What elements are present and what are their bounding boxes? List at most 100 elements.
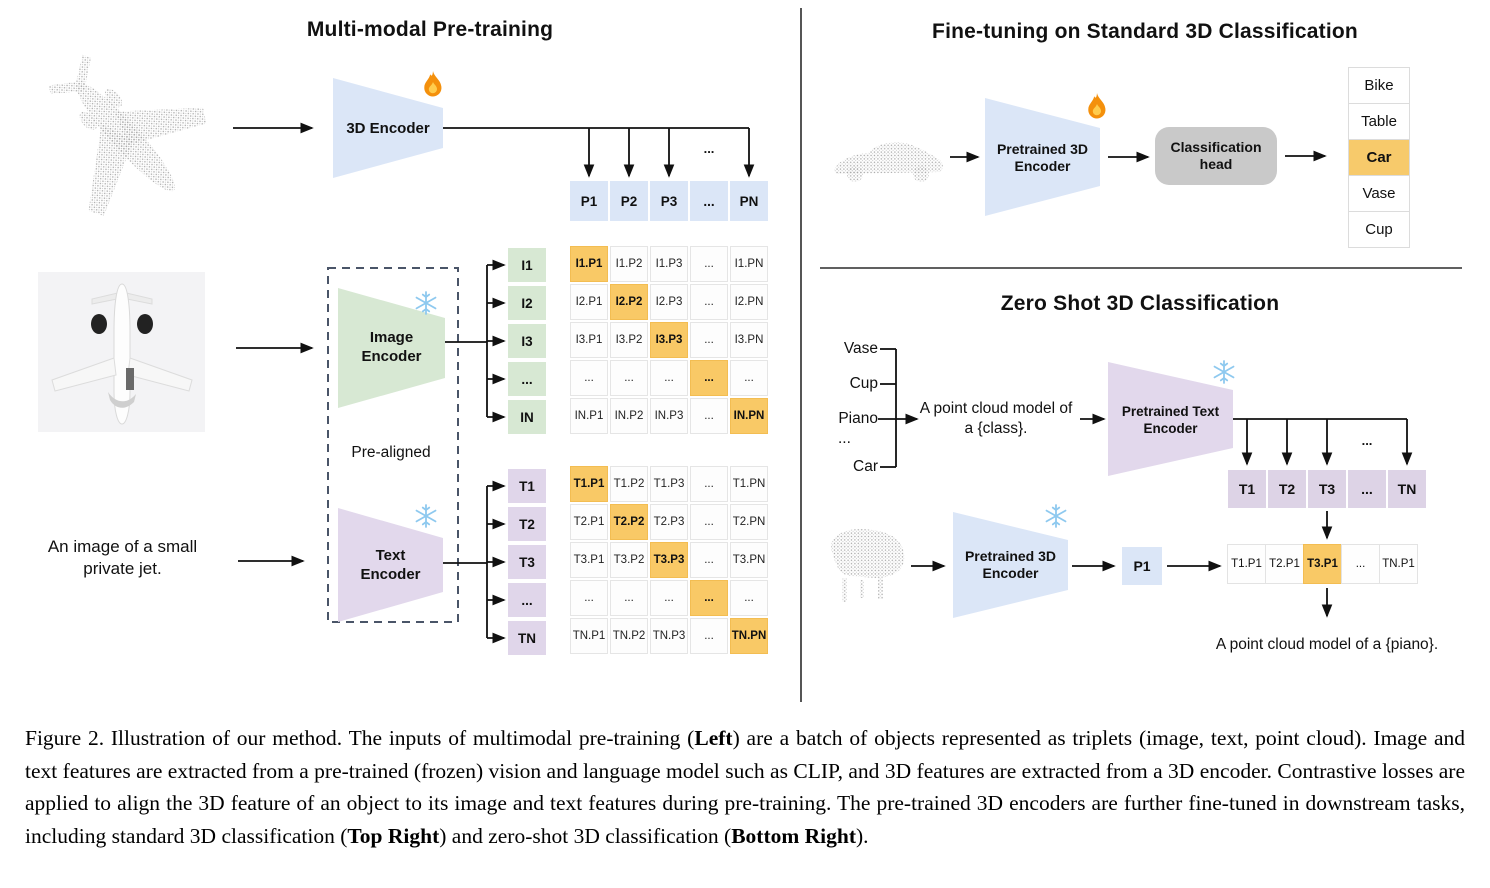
snowflake-icon (1045, 504, 1067, 528)
i-cell: ... (508, 362, 546, 396)
text-point-similarity-matrix: T1.P1 T1.P2 T1.P3... T1.PN T2.P1 T2.P2 T2.P3..… (570, 466, 768, 654)
class-cell: Table (1348, 103, 1410, 140)
class-cell: Vase (1348, 175, 1410, 212)
p-cell: P2 (610, 181, 648, 221)
class-cell: Bike (1348, 67, 1410, 104)
matrix-cell: I3.P2 (610, 322, 648, 358)
matrix-cell: ... (690, 618, 728, 654)
matrix-cell: IN.P2 (610, 398, 648, 434)
matrix-cell: ... (570, 360, 608, 396)
zs-t-cell: T3 (1308, 470, 1346, 508)
matrix-cell: TN.PN (730, 618, 768, 654)
zs-t-cell: ... (1348, 470, 1386, 508)
matrix-cell: I1.P1 (570, 246, 608, 282)
matrix-cell: T2.P1 (570, 504, 608, 540)
zs-input-ellipsis: ... (838, 430, 851, 447)
matrix-cell: I2.P3 (650, 284, 688, 320)
matrix-cell: ... (690, 322, 728, 358)
zs-tp-cell: T2.P1 (1265, 544, 1304, 584)
t-cell: ... (508, 583, 546, 617)
matrix-cell: T1.P1 (570, 466, 608, 502)
matrix-cell: TN.P3 (650, 618, 688, 654)
figure-2-diagram: Multi-modal Pre-training 3D Encoder Imag… (38, 8, 1462, 702)
matrix-cell: I3.P1 (570, 322, 608, 358)
jet-image (38, 272, 205, 432)
image-encoder-label: Image Encoder (361, 329, 422, 365)
airplane-point-cloud (48, 54, 207, 216)
zs-tp-cell: T1.P1 (1227, 544, 1266, 584)
3d-encoder-label: 3D Encoder (346, 120, 430, 137)
matrix-cell: T3.P1 (570, 542, 608, 578)
matrix-cell: T1.PN (730, 466, 768, 502)
matrix-cell: ... (690, 542, 728, 578)
t-cell: TN (508, 621, 546, 655)
matrix-cell: T3.P2 (610, 542, 648, 578)
snowflake-icon (1213, 360, 1235, 384)
text-encoder-label: Text Encoder (360, 547, 421, 583)
p-feature-row: P1 P2 P3... PN (570, 181, 768, 221)
image-point-similarity-matrix: I1.P1 I1.P2 I1.P3... I1.PN I2.P1 I2.P2 I2.P3..… (570, 246, 768, 434)
i-cell: IN (508, 400, 546, 434)
p-cell: P3 (650, 181, 688, 221)
matrix-cell: ... (610, 580, 648, 616)
zs-input-vase: Vase (843, 340, 878, 357)
matrix-cell: T2.P2 (610, 504, 648, 540)
zs-similarity-row: T1.P1 T2.P1 T3.P1... TN.P1 (1227, 544, 1418, 584)
t-cell: T1 (508, 469, 546, 503)
t-cell: T2 (508, 507, 546, 541)
t-cell: T3 (508, 545, 546, 579)
matrix-cell: ... (690, 398, 728, 434)
matrix-cell: ... (690, 580, 728, 616)
matrix-cell: ... (610, 360, 648, 396)
matrix-cell: ... (570, 580, 608, 616)
image-feature-column: I1 I2 I3... IN (508, 248, 546, 434)
i-cell: I1 (508, 248, 546, 282)
matrix-cell: ... (650, 580, 688, 616)
matrix-cell: I2.P2 (610, 284, 648, 320)
zs-input-car: Car (853, 458, 878, 475)
pre-aligned-label: Pre-aligned (351, 444, 431, 461)
zs-tp-cell: T3.P1 (1303, 544, 1342, 584)
matrix-cell: ... (730, 360, 768, 396)
p-cell: P1 (570, 181, 608, 221)
classification-head-label: Classification head (1170, 139, 1262, 172)
p-cell: PN (730, 181, 768, 221)
matrix-cell: I2.PN (730, 284, 768, 320)
i-cell: I3 (508, 324, 546, 358)
image-caption-text: An image of a small private jet. (47, 537, 198, 578)
matrix-cell: ... (690, 466, 728, 502)
zs-input-piano: Piano (838, 410, 878, 427)
pretrained-text-encoder-label: Pretrained Text Encoder (1121, 404, 1220, 436)
snowflake-icon (415, 291, 437, 315)
matrix-cell: T1.P3 (650, 466, 688, 502)
matrix-cell: I2.P1 (570, 284, 608, 320)
matrix-cell: ... (650, 360, 688, 396)
class-cell: Car (1348, 139, 1410, 176)
matrix-cell: ... (690, 284, 728, 320)
matrix-cell: IN.PN (730, 398, 768, 434)
zs-input-cup: Cup (849, 375, 878, 392)
matrix-cell: ... (690, 246, 728, 282)
figure-caption: Figure 2. Illustration of our method. Th… (25, 726, 1466, 848)
matrix-cell: I1.P2 (610, 246, 648, 282)
matrix-cell: T3.PN (730, 542, 768, 578)
zero-shot-title: Zero Shot 3D Classification (1000, 292, 1280, 315)
matrix-cell: ... (690, 504, 728, 540)
matrix-cell: I3.P3 (650, 322, 688, 358)
zs-prompt-text: A point cloud model of a {class}. (919, 400, 1073, 437)
zs-tp-cell: TN.P1 (1379, 544, 1418, 584)
matrix-cell: T1.P2 (610, 466, 648, 502)
fire-icon (424, 71, 442, 97)
left-panel-title: Multi-modal Pre-training (306, 18, 554, 41)
matrix-cell: T2.P3 (650, 504, 688, 540)
zs-t-cell: T2 (1268, 470, 1306, 508)
matrix-cell: I3.PN (730, 322, 768, 358)
zs-t-cell: T1 (1228, 470, 1266, 508)
matrix-cell: TN.P2 (610, 618, 648, 654)
p1-feature-cell: P1 (1122, 547, 1162, 585)
zs-tp-cell: ... (1341, 544, 1380, 584)
fire-icon (1088, 93, 1106, 119)
class-cell: Cup (1348, 211, 1410, 248)
matrix-cell: TN.P1 (570, 618, 608, 654)
